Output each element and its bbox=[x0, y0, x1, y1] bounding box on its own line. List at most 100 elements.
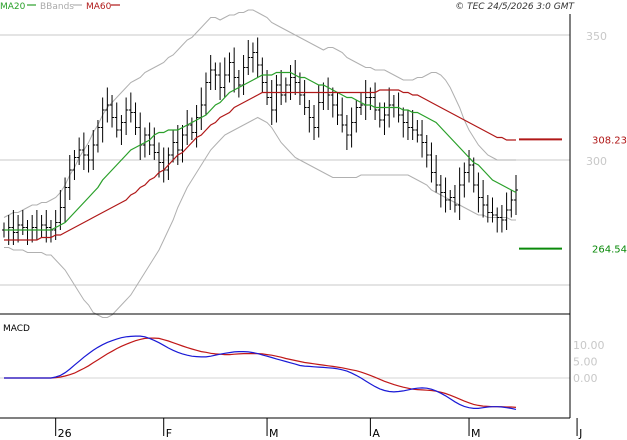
price-bar bbox=[208, 55, 213, 90]
price-bar bbox=[401, 107, 406, 138]
price-bar bbox=[133, 102, 138, 135]
price-bar bbox=[438, 175, 443, 208]
macd-lines bbox=[4, 335, 517, 410]
bollinger-bands bbox=[3, 9, 516, 318]
price-bar bbox=[326, 77, 331, 110]
x-axis: 26 F M A M J bbox=[55, 418, 582, 440]
level-label: 308.23 bbox=[592, 135, 627, 146]
price-bar bbox=[377, 102, 382, 128]
price-bar bbox=[124, 97, 129, 135]
price-bar bbox=[490, 197, 495, 223]
price-bar bbox=[11, 210, 16, 245]
level-label: 264.54 bbox=[592, 245, 627, 256]
price-tick-label: 350 bbox=[586, 30, 607, 43]
price-bars bbox=[2, 37, 518, 245]
price-bar bbox=[222, 57, 227, 98]
price-bar bbox=[180, 125, 185, 163]
price-bar bbox=[119, 115, 124, 145]
price-bar bbox=[354, 100, 359, 133]
price-bar bbox=[349, 107, 354, 148]
price-bar bbox=[199, 87, 204, 130]
price-bar bbox=[171, 130, 176, 163]
price-bar bbox=[509, 190, 514, 218]
price-bar bbox=[495, 207, 500, 233]
copyright: © TEC 24/5/2026 3:0 GMT bbox=[455, 2, 575, 12]
price-bar bbox=[312, 105, 317, 140]
price-bar bbox=[16, 215, 21, 243]
price-bar bbox=[114, 102, 119, 138]
price-bar bbox=[340, 97, 345, 133]
legend: MA20 BBands MA60 bbox=[0, 2, 120, 12]
price-bar bbox=[72, 150, 77, 180]
price-bar bbox=[81, 132, 86, 170]
price-bar bbox=[218, 62, 223, 100]
price-bar bbox=[152, 127, 157, 160]
price-bar bbox=[246, 40, 251, 75]
price-levels: 308.23 264.54 bbox=[519, 135, 627, 256]
price-bar bbox=[265, 70, 270, 105]
price-bar bbox=[368, 87, 373, 110]
price-bar bbox=[147, 122, 152, 155]
macd-signal-line bbox=[4, 337, 517, 408]
price-bar bbox=[358, 92, 363, 115]
price-bar bbox=[481, 180, 486, 218]
macd-tick-label: 10.00 bbox=[573, 339, 605, 352]
price-bar bbox=[335, 92, 340, 125]
price-bar bbox=[255, 37, 260, 78]
price-bar bbox=[288, 65, 293, 100]
price-bar bbox=[34, 210, 39, 240]
x-tick-label: F bbox=[166, 427, 172, 440]
macd-tick-label: 0.00 bbox=[573, 372, 598, 385]
price-bar bbox=[203, 72, 208, 115]
price-grid bbox=[0, 34, 570, 286]
price-bar bbox=[241, 55, 246, 95]
price-tick-label: 300 bbox=[586, 155, 607, 168]
price-bar bbox=[48, 220, 53, 243]
price-bar bbox=[110, 95, 115, 128]
price-bar bbox=[213, 62, 218, 90]
price-bar bbox=[443, 177, 448, 213]
moving-averages bbox=[4, 71, 517, 241]
price-bar bbox=[415, 120, 420, 143]
price-bar bbox=[476, 172, 481, 213]
bb-lower-line bbox=[4, 116, 516, 318]
price-bar bbox=[293, 60, 298, 95]
price-bar bbox=[307, 100, 312, 133]
macd-title: MACD bbox=[3, 324, 30, 334]
bb-upper-line bbox=[3, 9, 516, 218]
price-bar bbox=[20, 210, 25, 235]
price-bar bbox=[462, 162, 467, 198]
price-bar bbox=[504, 192, 509, 230]
price-bar bbox=[250, 42, 255, 73]
price-bar bbox=[405, 110, 410, 140]
price-bar bbox=[166, 147, 171, 180]
x-tick-label: A bbox=[372, 427, 380, 440]
price-bar bbox=[175, 125, 180, 165]
macd-grid bbox=[0, 377, 570, 379]
price-bar bbox=[30, 215, 35, 243]
price-bar bbox=[410, 110, 415, 140]
price-bar bbox=[452, 185, 457, 213]
price-bar bbox=[91, 130, 96, 170]
price-bar bbox=[499, 205, 504, 233]
price-bar bbox=[189, 117, 194, 140]
macd-panel: MACD 10.00 5.00 0.00 bbox=[0, 324, 605, 410]
price-bar bbox=[514, 175, 518, 215]
price-y-axis: 350 300 bbox=[586, 30, 607, 168]
x-tick-label: 26 bbox=[58, 427, 72, 440]
price-bar bbox=[467, 150, 472, 183]
macd-line bbox=[4, 335, 517, 410]
price-bar bbox=[185, 110, 190, 145]
price-bar bbox=[227, 52, 232, 83]
ma60-line bbox=[4, 89, 516, 241]
price-bar bbox=[283, 77, 288, 103]
price-bar bbox=[138, 112, 143, 160]
price-bar bbox=[316, 85, 321, 138]
price-bar bbox=[95, 120, 100, 153]
x-tick-label: M bbox=[269, 427, 279, 440]
price-bar bbox=[39, 215, 44, 238]
price-bar bbox=[236, 70, 241, 98]
price-bar bbox=[391, 95, 396, 118]
price-bar bbox=[269, 80, 274, 125]
